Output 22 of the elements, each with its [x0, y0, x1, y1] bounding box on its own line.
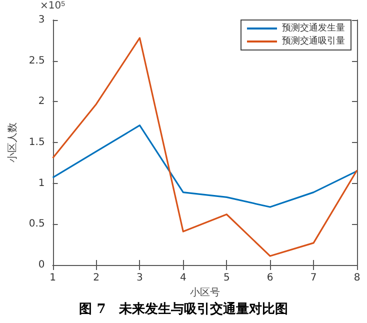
x-tick-label: 3 — [136, 272, 143, 284]
legend-label: 预测交通发生量 — [282, 22, 345, 34]
y-tick-label: 1.5 — [28, 137, 45, 148]
x-tick-label: 2 — [93, 272, 100, 284]
y-tick-label: 2.5 — [28, 55, 45, 66]
y-tick-label: 0.5 — [28, 218, 45, 230]
x-axis-title: 小区号 — [190, 286, 220, 298]
x-tick-label: 7 — [310, 272, 317, 284]
y-tick-label: 0 — [38, 260, 45, 270]
line-series — [52, 37, 358, 257]
text: 图 7 未来发生与吸引交通量对比图 — [79, 301, 288, 317]
y-axis-title: 小区人数 — [6, 122, 18, 162]
legend-label: 预测交通吸引量 — [282, 36, 345, 46]
y-tick-label: 2 — [38, 96, 45, 108]
x-tick-label: 6 — [266, 272, 274, 284]
x-tick-label: 8 — [354, 272, 360, 284]
x-tick-label: 1 — [50, 272, 56, 284]
x-tick-label: 5 — [223, 272, 230, 284]
y-tick-label: 1 — [38, 178, 45, 189]
x-tick-label: 4 — [180, 272, 186, 284]
line-series — [52, 124, 358, 208]
y-tick-label: 3 — [38, 14, 45, 26]
